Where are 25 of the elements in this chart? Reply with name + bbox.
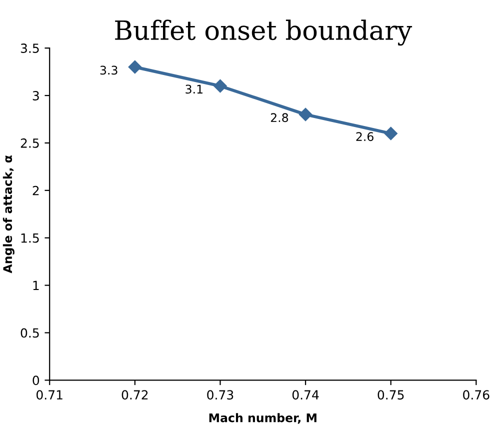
y-tick-label: 1.5 xyxy=(21,233,39,243)
y-axis-title: Angle of attack, α xyxy=(2,155,14,274)
y-tick-label: 2 xyxy=(32,186,39,196)
data-label: 2.6 xyxy=(356,132,374,142)
x-tick-label: 0.76 xyxy=(463,390,490,400)
x-axis-title: Mach number, M xyxy=(209,413,316,424)
x-tick-label: 0.73 xyxy=(207,390,234,400)
y-tick-label: 2.5 xyxy=(20,138,39,148)
data-label: 2.8 xyxy=(270,113,288,122)
y-tick-label: 3 xyxy=(32,90,39,100)
y-tick-label: 1 xyxy=(33,280,39,290)
point xyxy=(128,60,142,74)
y-tick-label: 0 xyxy=(32,376,40,386)
data-label: 3.1 xyxy=(186,84,202,94)
point xyxy=(298,108,312,122)
x-tick-label: 0.75 xyxy=(378,390,404,400)
x-tick-label: 0.72 xyxy=(122,390,148,400)
point xyxy=(214,79,227,93)
y-tick-label: 3.5 xyxy=(20,44,39,53)
data-label: 3.3 xyxy=(100,66,118,75)
x-tick-label: 0.74 xyxy=(292,390,319,400)
chart-title: Buffet onset boundary xyxy=(115,20,412,46)
x-tick-label: 0.71 xyxy=(36,390,62,400)
y-tick-label: 0.5 xyxy=(20,328,39,338)
point xyxy=(384,126,398,140)
